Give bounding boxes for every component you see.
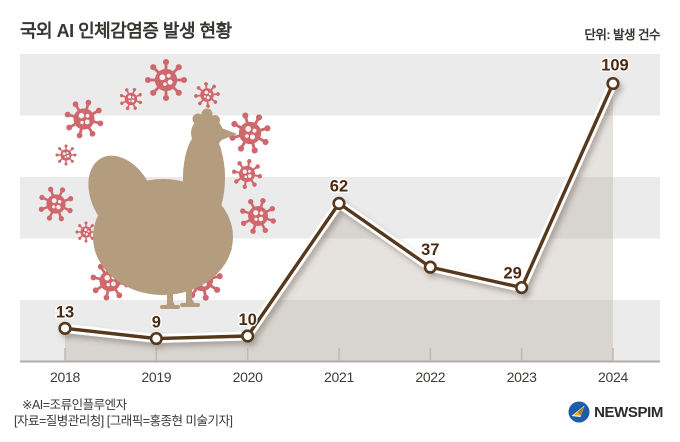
value-label: 9 (152, 314, 161, 332)
data-point (332, 196, 346, 210)
data-point (58, 321, 72, 335)
unit-label: 단위: 발생 건수 (584, 28, 660, 42)
data-point (515, 280, 529, 295)
virus-icon (54, 143, 78, 167)
x-axis-label: 2019 (141, 369, 171, 385)
newspim-logo-icon (568, 401, 590, 423)
data-point (241, 329, 255, 343)
x-axis-label: 2018 (50, 369, 80, 385)
value-label: 37 (421, 241, 439, 259)
virus-icon (143, 57, 189, 103)
footnote-ai: ※AI=조류인플루엔자 (22, 398, 127, 412)
footnote-source-credit: [자료=질병관리청] [그래픽=홍종현 미술기자] (14, 414, 233, 428)
value-label: 29 (503, 265, 521, 283)
x-axis-label: 2023 (507, 369, 537, 385)
area-fill (65, 83, 613, 362)
value-label: 62 (330, 177, 348, 195)
value-label: 109 (601, 57, 629, 75)
x-axis-label: 2024 (598, 369, 628, 385)
data-point (423, 260, 437, 274)
page-title: 국외 AI 인체감염증 발생 현황 (20, 21, 232, 41)
trend-line-group (58, 76, 620, 346)
value-label: 13 (56, 303, 74, 321)
newspim-logo: NEWSPIM (568, 401, 663, 423)
x-axis-label: 2021 (324, 369, 354, 385)
newspim-logo-text: NEWSPIM (594, 403, 663, 421)
chicken-icon (88, 108, 237, 309)
data-point (606, 76, 620, 91)
x-axis-label: 2020 (233, 369, 263, 385)
data-point (149, 331, 163, 346)
value-label: 10 (238, 311, 256, 329)
x-axis-label: 2022 (415, 369, 445, 385)
